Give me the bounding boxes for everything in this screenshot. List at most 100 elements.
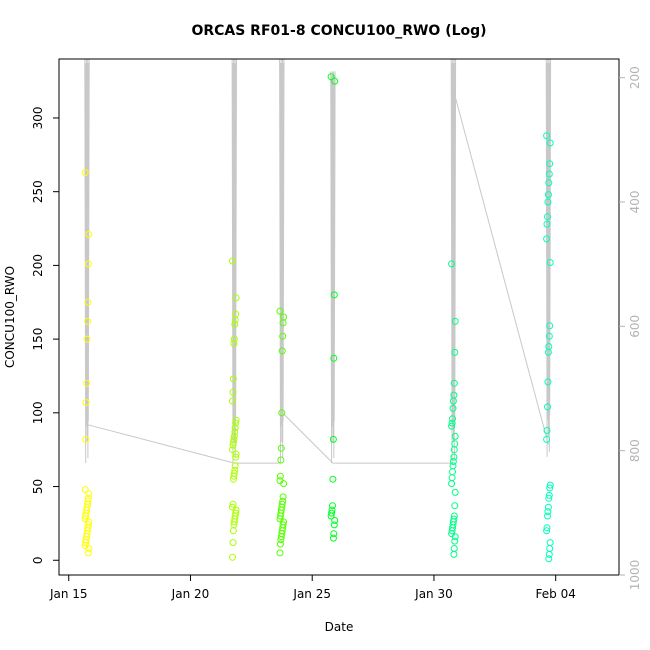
data-point bbox=[543, 132, 551, 140]
data-point bbox=[229, 441, 237, 449]
data-point bbox=[327, 73, 335, 81]
data-point bbox=[543, 435, 551, 443]
data-point bbox=[450, 379, 458, 387]
data-point bbox=[449, 415, 456, 423]
y-tick-label: 0 bbox=[31, 556, 45, 564]
x-axis: Jan 15 Jan 20 Jan 25 Jan 30 Feb 04 bbox=[49, 574, 576, 601]
data-point bbox=[280, 480, 288, 488]
data-point bbox=[276, 549, 284, 557]
data-point bbox=[546, 539, 554, 547]
y2-tick-label: 400 bbox=[628, 191, 642, 214]
data-point bbox=[277, 456, 285, 464]
data-point bbox=[277, 533, 285, 541]
y-tick-label: 200 bbox=[31, 254, 45, 277]
data-point bbox=[278, 409, 286, 417]
data-point bbox=[449, 468, 456, 476]
data-point bbox=[546, 139, 554, 147]
data-point bbox=[277, 536, 285, 544]
data-point bbox=[327, 512, 335, 520]
pressure-profile bbox=[330, 71, 336, 464]
data-point bbox=[83, 335, 91, 343]
data-point bbox=[329, 534, 337, 542]
data-point bbox=[277, 444, 285, 452]
data-point bbox=[544, 512, 551, 520]
data-point bbox=[278, 347, 286, 355]
data-point bbox=[231, 316, 239, 324]
data-point bbox=[546, 481, 554, 489]
pressure-profile bbox=[231, 58, 237, 464]
data-point bbox=[82, 539, 90, 547]
y-axis: 0 50 100 150 200 250 300 bbox=[31, 107, 59, 564]
data-point bbox=[229, 475, 237, 483]
x-tick-label: Jan 20 bbox=[171, 587, 210, 601]
data-point bbox=[82, 512, 90, 520]
data-point bbox=[229, 388, 237, 396]
y-tick-label: 100 bbox=[31, 401, 45, 424]
data-point bbox=[545, 179, 553, 187]
pressure-segment bbox=[86, 424, 235, 464]
data-point bbox=[545, 494, 553, 502]
data-point bbox=[279, 319, 287, 327]
y2-tick-label: 600 bbox=[628, 315, 642, 338]
data-point bbox=[546, 484, 554, 492]
pressure-profile bbox=[279, 58, 285, 464]
data-point bbox=[229, 553, 236, 561]
x-tick-label: Feb 04 bbox=[536, 587, 576, 601]
data-point bbox=[229, 527, 237, 535]
data-point bbox=[330, 530, 338, 538]
data-point bbox=[448, 474, 456, 482]
y-tick-label: 150 bbox=[31, 328, 45, 351]
x-tick-label: Jan 15 bbox=[49, 587, 88, 601]
data-point bbox=[450, 545, 458, 552]
data-point bbox=[544, 348, 552, 356]
data-point bbox=[81, 169, 89, 176]
data-point bbox=[448, 422, 456, 430]
data-point bbox=[329, 502, 336, 510]
data-point bbox=[546, 160, 554, 168]
data-point bbox=[451, 317, 459, 325]
data-point bbox=[544, 198, 552, 206]
data-point bbox=[450, 453, 458, 461]
data-point bbox=[330, 354, 338, 362]
x-tick-label: Jan 25 bbox=[292, 587, 331, 601]
data-point bbox=[544, 508, 552, 516]
data-point bbox=[229, 438, 237, 446]
y-tick-label: 250 bbox=[31, 180, 45, 203]
data-point bbox=[449, 462, 457, 470]
data-point bbox=[545, 332, 553, 340]
data-point bbox=[451, 348, 459, 356]
plot-frame bbox=[58, 58, 620, 576]
data-points bbox=[81, 73, 554, 563]
data-point bbox=[451, 502, 459, 510]
chart-title: ORCAS RF01-8 CONCU100_RWO (Log) bbox=[191, 23, 486, 39]
data-point bbox=[232, 294, 240, 302]
data-point bbox=[330, 521, 338, 529]
data-point bbox=[545, 550, 553, 558]
data-point bbox=[229, 446, 236, 454]
data-point bbox=[448, 480, 456, 488]
data-point bbox=[448, 419, 456, 427]
data-point bbox=[543, 427, 551, 434]
data-point bbox=[230, 472, 238, 480]
data-point bbox=[231, 424, 239, 432]
pressure-trace bbox=[84, 58, 552, 464]
data-point bbox=[84, 549, 92, 557]
data-point bbox=[84, 260, 92, 268]
pressure-profile bbox=[545, 58, 552, 457]
data-point bbox=[330, 291, 338, 299]
data-point bbox=[83, 379, 91, 387]
data-point bbox=[85, 490, 93, 498]
y2-tick-label: 1000 bbox=[628, 560, 642, 591]
y-tick-label: 300 bbox=[31, 107, 45, 130]
data-point bbox=[230, 335, 238, 343]
x-tick-label: Jan 30 bbox=[414, 587, 453, 601]
data-point bbox=[230, 518, 238, 526]
data-point bbox=[229, 375, 237, 383]
data-point bbox=[328, 509, 336, 517]
data-point bbox=[85, 545, 93, 552]
y-tick-label: 50 bbox=[31, 479, 45, 494]
data-point bbox=[450, 446, 458, 454]
data-point bbox=[448, 527, 456, 535]
data-point bbox=[544, 503, 552, 511]
